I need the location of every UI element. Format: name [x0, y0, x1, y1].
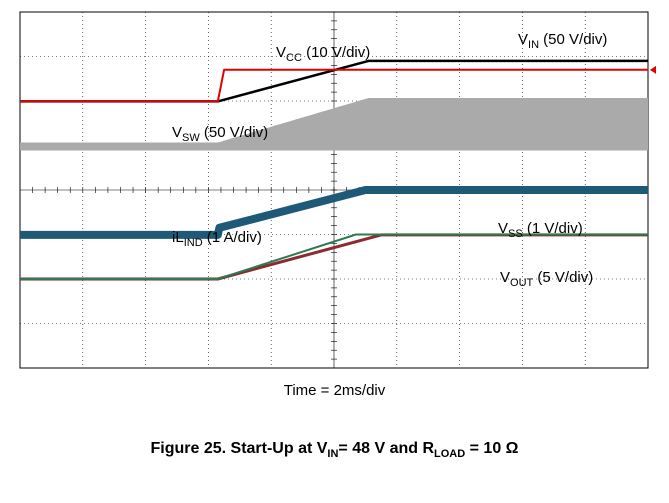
label-vsw: VSW (50 V/div) [172, 124, 268, 144]
figure-caption: Figure 25. Start-Up at VIN= 48 V and RLO… [150, 440, 519, 461]
label-ilind: iLIND (1 A/div) [172, 229, 262, 249]
trace-ilind [20, 186, 648, 239]
label-vcc: VCC (10 V/div) [276, 44, 370, 64]
label-vout: VOUT (5 V/div) [500, 269, 593, 289]
oscilloscope-plot: VCC (10 V/div) VIN (50 V/div) VSW (50 V/… [19, 11, 656, 369]
trace-vsw [20, 98, 648, 151]
label-vss: VSS (1 V/div) [498, 220, 583, 240]
x-axis-label: Time = 2ms/div [283, 382, 386, 399]
label-vin: VIN (50 V/div) [518, 31, 607, 51]
trace-vss [20, 233, 648, 280]
trace-vcc [20, 68, 648, 103]
traces [20, 59, 656, 281]
channel-marker [650, 65, 656, 74]
trace-labels: VCC (10 V/div) VIN (50 V/div) VSW (50 V/… [172, 31, 607, 289]
